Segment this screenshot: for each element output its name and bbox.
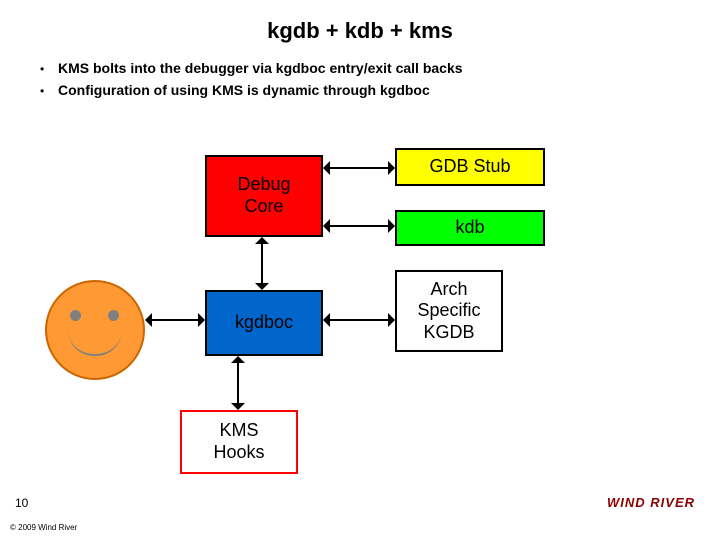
bullet-item: • Configuration of using KMS is dynamic … xyxy=(40,82,680,100)
bullet-marker: • xyxy=(40,82,58,100)
slide-title: kgdb + kdb + kms xyxy=(0,18,720,44)
box-debug-core: Debug Core xyxy=(205,155,323,237)
smiley-eye xyxy=(70,310,81,321)
box-arch-kgdb: Arch Specific KGDB xyxy=(395,270,503,352)
bullet-text: Configuration of using KMS is dynamic th… xyxy=(58,82,430,98)
bullet-list: • KMS bolts into the debugger via kgdboc… xyxy=(40,60,680,104)
box-gdb-stub: GDB Stub xyxy=(395,148,545,186)
smiley-eye xyxy=(108,310,119,321)
bullet-marker: • xyxy=(40,60,58,78)
copyright-text: © 2009 Wind River xyxy=(10,523,77,532)
box-kdb: kdb xyxy=(395,210,545,246)
bullet-item: • KMS bolts into the debugger via kgdboc… xyxy=(40,60,680,78)
bullet-text: KMS bolts into the debugger via kgdboc e… xyxy=(58,60,463,76)
page-number: 10 xyxy=(15,496,28,510)
box-kgdboc: kgdboc xyxy=(205,290,323,356)
box-kms-hooks: KMS Hooks xyxy=(180,410,298,474)
brand-logo: WIND RIVER xyxy=(607,495,695,510)
